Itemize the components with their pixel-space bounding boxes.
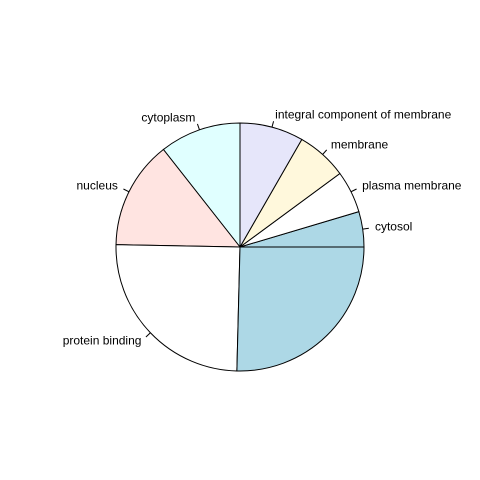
pie-slices (115, 122, 365, 372)
pie-labels: cytosol plasma membrane membrane integral c… (63, 107, 462, 347)
pie-label-cytoplasm: cytoplasm (141, 110, 195, 124)
pie-tick-integral-component-of-membrane (271, 121, 275, 128)
pie-label-membrane: membrane (331, 137, 389, 151)
pie-label-plasma-membrane: plasma membrane (362, 178, 462, 192)
pie-slice-unlabeled-7 (236, 246, 365, 372)
pie-slice-protein-binding (115, 244, 241, 372)
pie-label-protein-binding: protein binding (63, 333, 142, 347)
pie-label-integral-component-of-membrane: integral component of membrane (275, 107, 451, 121)
pie-label-nucleus: nucleus (77, 178, 118, 192)
pie-label-cytosol: cytosol (375, 220, 412, 234)
pie-tick-cytosol (362, 227, 369, 230)
pie-tick-protein-binding (145, 332, 151, 338)
pie-tick-plasma-membrane (350, 188, 357, 193)
pie-tick-cytoplasm (196, 123, 200, 130)
pie-slice-cytoplasm (162, 122, 241, 249)
pie-tick-nucleus (123, 188, 130, 193)
pie-tick-membrane (322, 149, 328, 155)
